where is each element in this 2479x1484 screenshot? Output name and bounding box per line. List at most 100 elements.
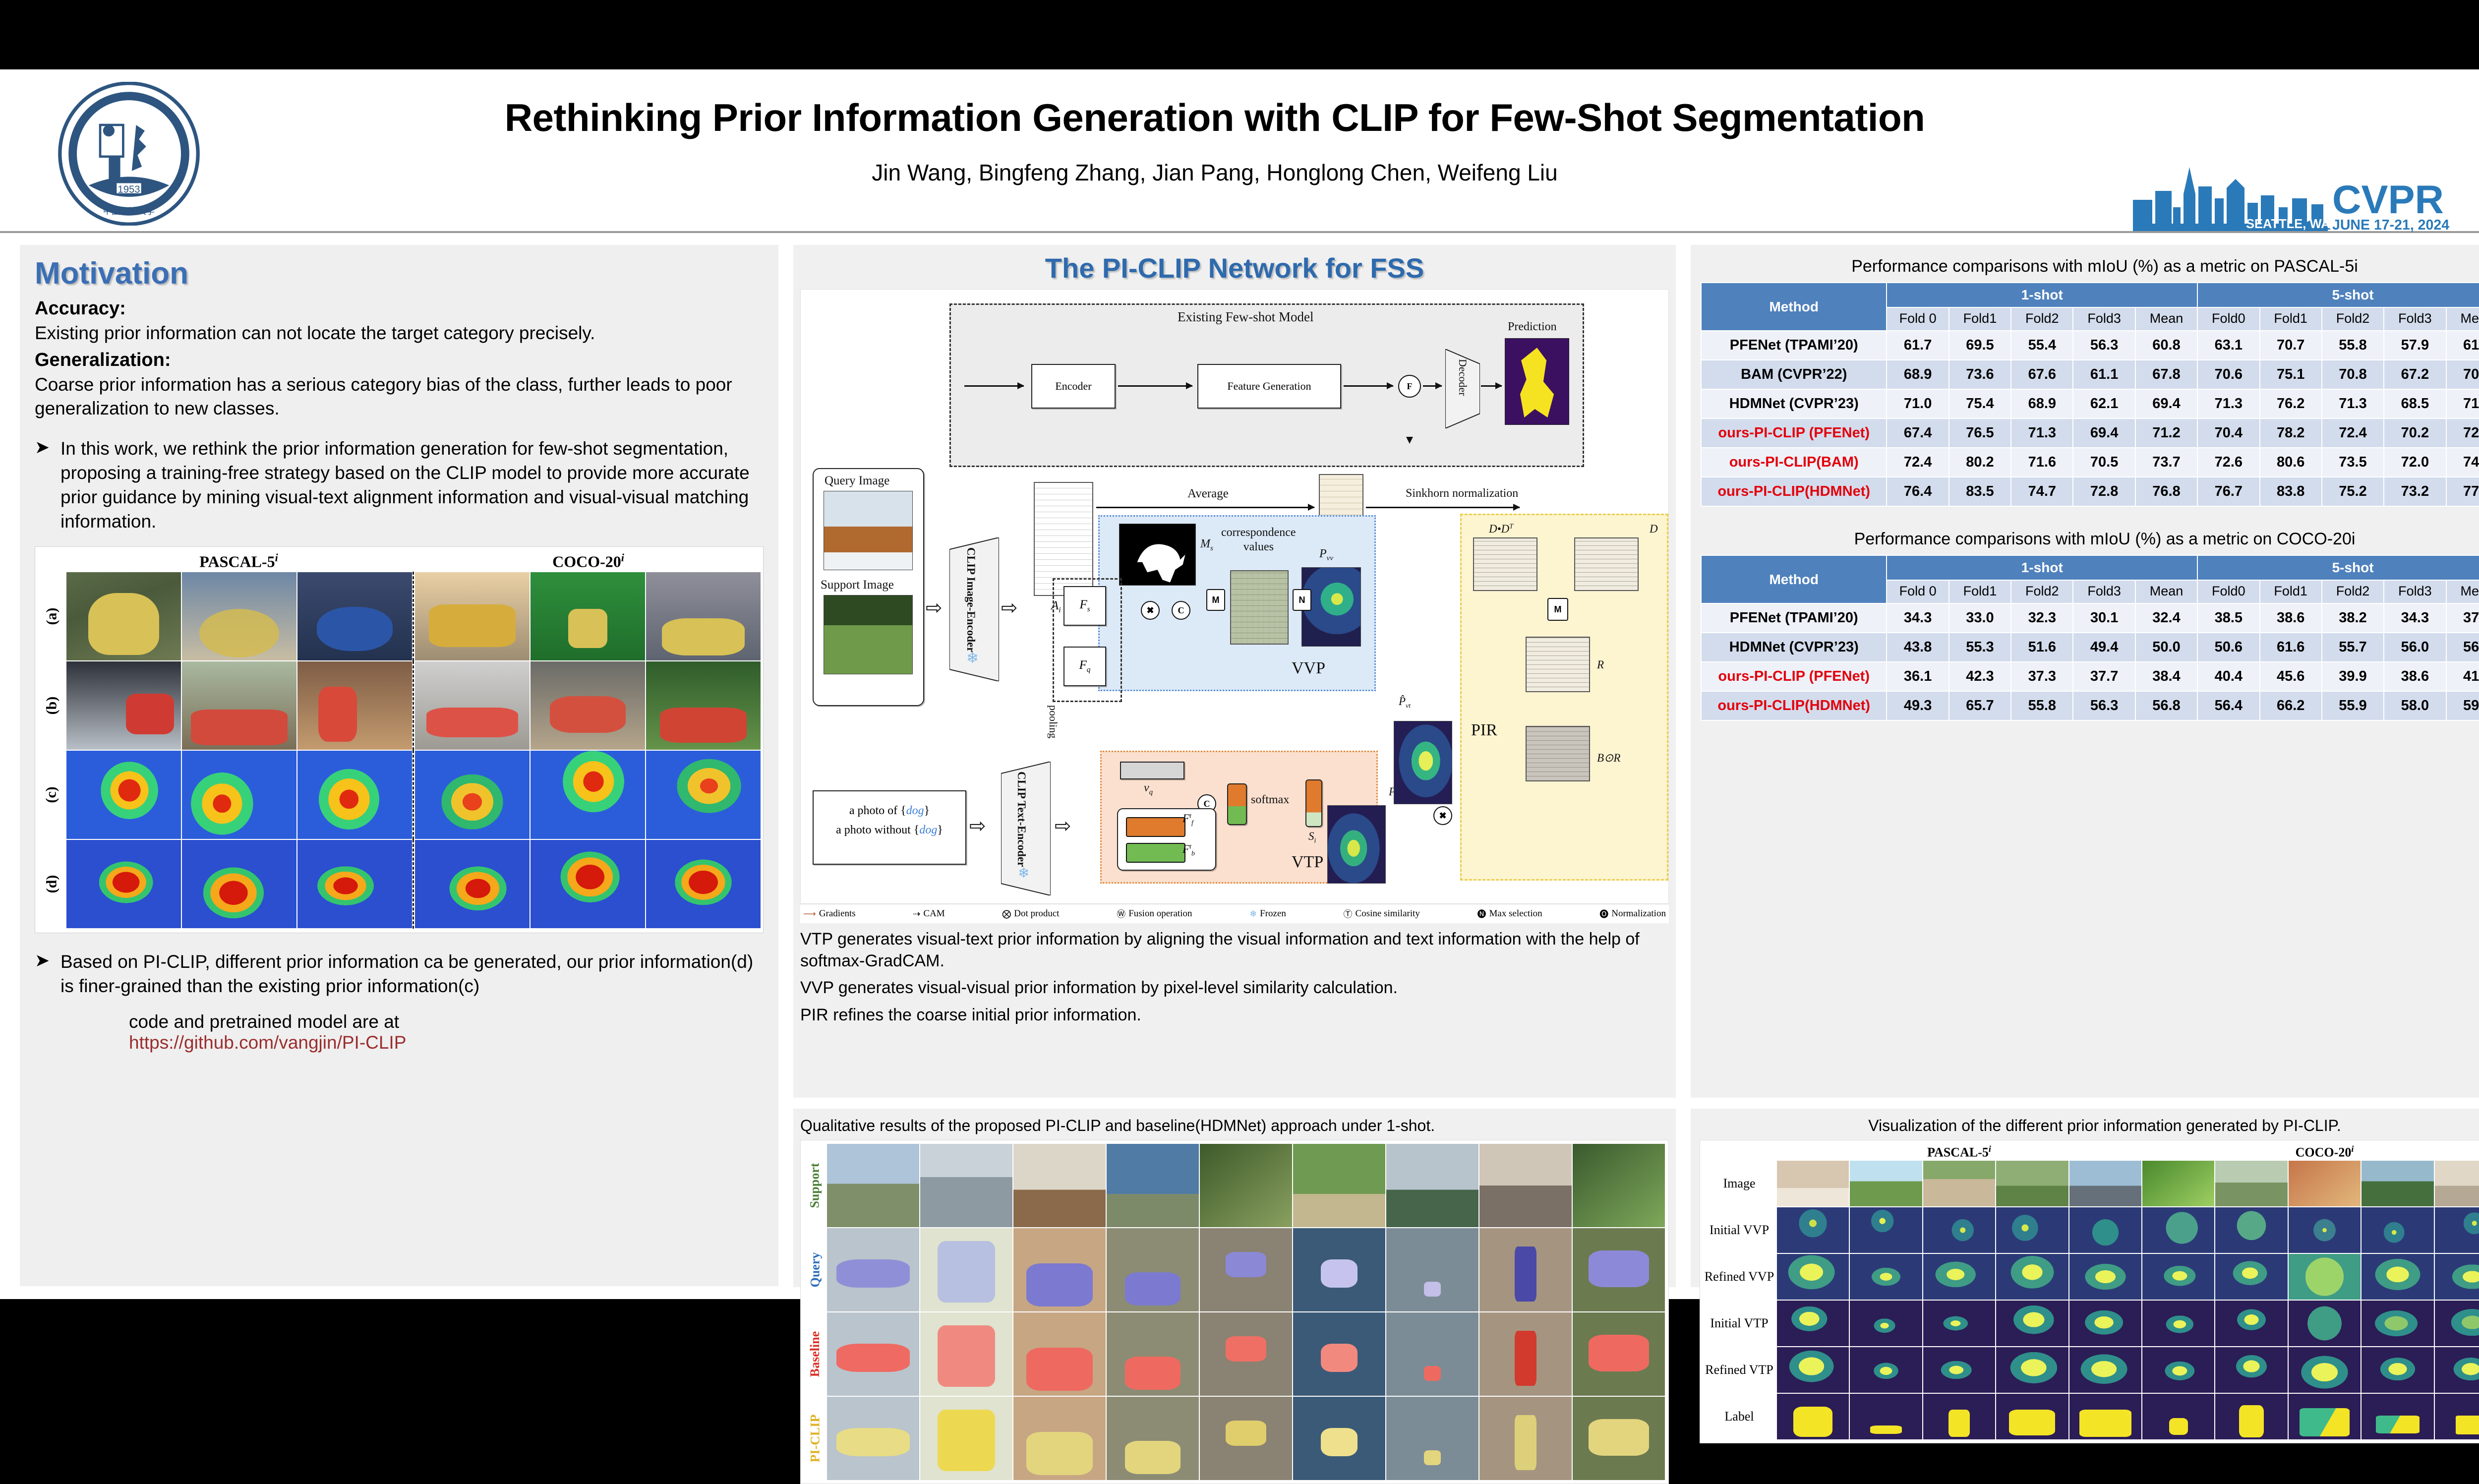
frozen-icon-text: ❄ (1018, 866, 1030, 881)
prediction-label: Prediction (1508, 320, 1557, 333)
grid-cell-heatmap (646, 840, 761, 929)
pvv-heatmap (1301, 567, 1361, 647)
feature-generation-box: Feature Generation (1197, 364, 1341, 409)
support-image (824, 595, 913, 674)
prior-grid-row: (a) (37, 572, 761, 661)
decoder-box (1445, 349, 1480, 428)
table-row: ours-PI-CLIP (PFENet) 36.1 42.3 37.3 37.7 38… (1700, 661, 2479, 692)
coco-method-header: Method (1700, 555, 1888, 604)
pascal-dataset-label: PASCAL-5i (199, 551, 278, 571)
code-repository-link[interactable]: https://github.com/vangjin/PI-CLIP (129, 1032, 407, 1053)
flow-arrow (1344, 382, 1394, 389)
qualitative-cell (827, 1397, 919, 1480)
clip-image-encoder-label: CLIP Image-Encoder (965, 547, 977, 653)
grid-cell-heatmap (415, 751, 530, 839)
feature-generation-label: Feature Generation (1227, 380, 1311, 392)
pvt-heatmap (1327, 805, 1386, 884)
vis-cell-heatmap (1777, 1207, 1849, 1253)
prior-grid-row: (c) (37, 750, 761, 840)
vis-cell-heatmap (1923, 1301, 1996, 1346)
vis-cell-heatmap (1996, 1347, 2068, 1393)
support-mask-Ms (1119, 524, 1196, 586)
vis-cell-heatmap (2215, 1301, 2288, 1346)
vtp-description: VTP generates visual-text prior informat… (800, 930, 1640, 971)
qualitative-cell (1479, 1228, 1572, 1311)
pir-dot-product-icon: ✖ (1433, 806, 1452, 825)
vis-cell-heatmap (1850, 1254, 1922, 1300)
softmax-label: softmax (1251, 793, 1290, 806)
square-m-icon: 🅝 (1477, 909, 1486, 919)
grid-cell-heatmap (531, 840, 645, 929)
qualitative-cell (920, 1228, 1012, 1311)
circle-c-icon: Ⓣ (1343, 909, 1353, 919)
qualitative-cell (827, 1228, 919, 1311)
visualization-row-initial-vvp: Initial VVP (1702, 1207, 2479, 1253)
grid-cell (646, 661, 761, 750)
vis-cell-heatmap (2069, 1347, 2142, 1393)
max-selection-icon: M (1206, 589, 1225, 611)
visualization-grid: PASCAL-5i COCO-20i Image (1700, 1140, 2479, 1443)
cvpr-logo: SEATTLE, WA CVPR JUNE 17-21, 2024 (2133, 167, 2449, 233)
coco-subheader: Fold2 (2321, 580, 2385, 604)
qualitative-cell (1200, 1228, 1292, 1311)
vis-cell-heatmap (2069, 1301, 2142, 1346)
poster-title: Rethinking Prior Information Generation … (504, 96, 1925, 139)
input-arrow-icon: ⇨ (926, 596, 943, 619)
qualitative-row-baseline: Baseline (804, 1312, 1665, 1396)
fusion-operation-icon: F (1398, 375, 1421, 398)
cvpr-dates: JUNE 17-21, 2024 (2332, 217, 2449, 233)
grid-cell (182, 572, 296, 661)
coco-subheader: Mean (2134, 580, 2198, 604)
vis-row-label: Initial VTP (1710, 1316, 1769, 1331)
vvp-label: VVP (1292, 659, 1326, 677)
correspondence-matrix (1230, 570, 1289, 645)
architecture-diagram: Existing Few-shot Model Encoder Feature … (800, 289, 1669, 904)
qualitative-cell (920, 1397, 1012, 1480)
bullet-arrow-icon: ➤ (35, 437, 50, 458)
prediction-image (1505, 338, 1569, 425)
legend-item-dot-product: ⨂ Dot product (1002, 908, 1060, 919)
vis-cell (2361, 1161, 2434, 1206)
qualitative-cell (1013, 1312, 1106, 1396)
arrow-solid-icon: ⟶ (803, 908, 816, 919)
qualitative-cell (1107, 1144, 1199, 1227)
coco-subheader: Fold2 (2010, 580, 2074, 604)
pascal-subheader: Mean (2445, 307, 2479, 331)
qualitative-cell (1107, 1312, 1199, 1396)
qualitative-cell (1386, 1228, 1478, 1311)
dataset-divider (413, 572, 414, 661)
coco-subheader: Fold3 (2383, 580, 2447, 604)
grid-cell-heatmap (646, 751, 761, 839)
Pvt-hat-symbol: P̂vt (1399, 695, 1411, 710)
background-text-feature (1126, 843, 1185, 863)
vis-cell-heatmap (1996, 1301, 2068, 1346)
qualitative-row-query: Query (804, 1228, 1665, 1312)
vis-cell-heatmap (2142, 1347, 2215, 1393)
logits-bar (1227, 783, 1247, 825)
visualization-row-refined-vvp: Refined VVP (1702, 1253, 2479, 1300)
text-input-arrow-icon: ⇨ (969, 815, 986, 837)
vis-cell-heatmap (1923, 1347, 1996, 1393)
pir-max-selection-icon: M (1547, 598, 1568, 621)
coco-1shot-header: 1-shot (1886, 555, 2198, 581)
qualitative-cell (920, 1144, 1012, 1227)
grid-cell (297, 572, 412, 661)
features-region (1053, 578, 1122, 702)
diagram-legend: ⟶ Gradients ⇢ CAM ⨂ Dot product Ⓦ Fusion… (800, 904, 1669, 923)
qualitative-cell (1013, 1228, 1106, 1311)
DDT-matrix (1473, 537, 1537, 591)
qualitative-cell (1013, 1144, 1106, 1227)
normalization-icon: N (1293, 589, 1311, 611)
qualitative-row-label: PI-CLIP (808, 1414, 822, 1463)
vis-cell (1777, 1161, 1849, 1206)
coco-table-caption: Performance comparisons with mIoU (%) as… (1854, 530, 2356, 548)
vis-cell-heatmap (1923, 1207, 1996, 1253)
correspondence-values-label: correspondence values (1221, 526, 1296, 553)
qualitative-cell (1386, 1312, 1478, 1396)
row-label-a: (a) (43, 607, 59, 625)
visualization-caption: Visualization of the different prior inf… (1868, 1117, 2341, 1134)
vis-cell-heatmap (1850, 1347, 1922, 1393)
query-image (824, 491, 913, 570)
table-row: BAM (CVPR’22) 68.9 73.6 67.6 61.1 67.8 70.6 75… (1700, 359, 2479, 390)
grid-cell (66, 661, 181, 750)
